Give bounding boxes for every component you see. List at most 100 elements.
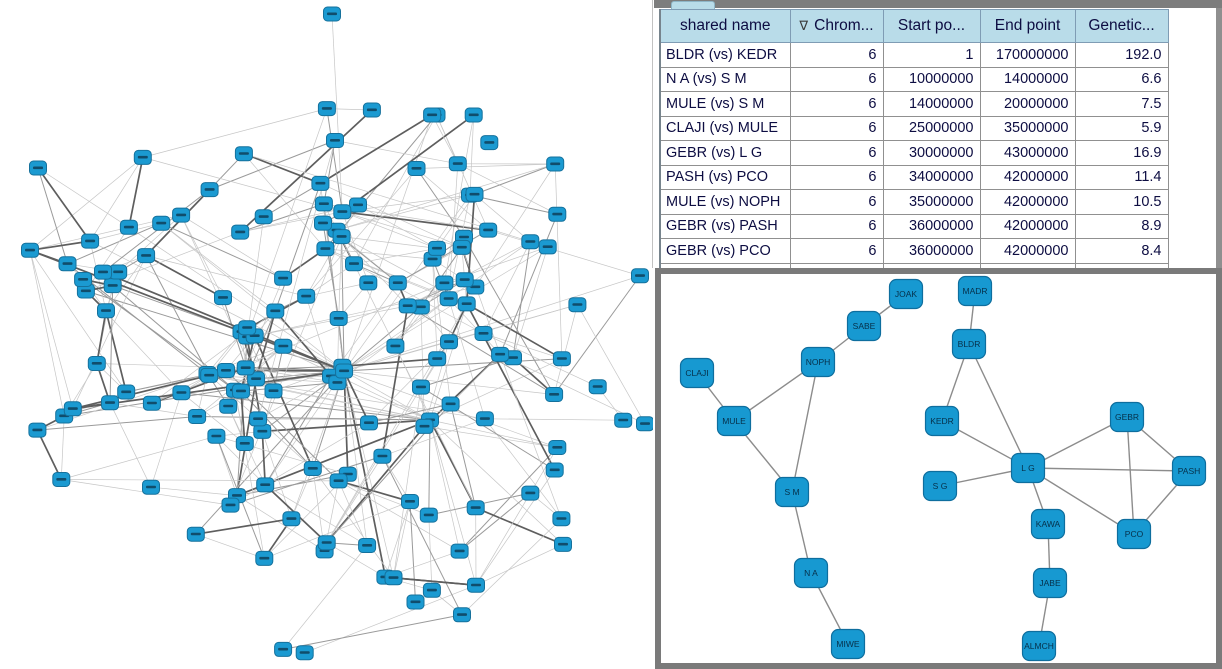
overview-edge[interactable] <box>353 248 438 265</box>
table-cell[interactable]: 6 <box>789 213 884 239</box>
overview-edge[interactable] <box>336 163 556 231</box>
overview-node[interactable] <box>81 233 100 249</box>
overview-node[interactable] <box>545 462 564 478</box>
overview-node[interactable] <box>335 363 354 379</box>
overview-edge[interactable] <box>264 501 411 559</box>
overview-edge[interactable] <box>409 501 416 603</box>
overview-edge[interactable] <box>499 354 562 519</box>
overview-edge[interactable] <box>483 241 531 334</box>
overview-node[interactable] <box>428 240 446 256</box>
table-cell[interactable]: 7.5 <box>1074 91 1169 117</box>
subnetwork-node-bldr[interactable]: BLDR <box>951 328 987 360</box>
table-cell[interactable]: 6 <box>789 238 884 264</box>
subnetwork-edge-gebr-pco[interactable] <box>1126 416 1135 535</box>
node-shape[interactable] <box>1021 630 1057 662</box>
table-row[interactable]: PASH (vs) PCO 6 34000000 42000000 11.4 <box>659 164 1169 190</box>
node-shape[interactable] <box>951 328 987 360</box>
overview-node[interactable] <box>117 384 136 400</box>
table-cell[interactable]: MULE (vs) S M <box>659 91 791 117</box>
overview-node[interactable] <box>475 411 494 427</box>
overview-node[interactable] <box>52 472 71 487</box>
overview-edge[interactable] <box>240 310 276 392</box>
table-cell[interactable]: MULE (vs) NOPH <box>659 189 791 215</box>
overview-node[interactable] <box>439 291 458 307</box>
overview-edge[interactable] <box>326 419 431 544</box>
overview-edge[interactable] <box>29 250 65 417</box>
overview-edge[interactable] <box>484 418 624 421</box>
node-shape[interactable] <box>793 557 829 589</box>
subnetwork-edge-l-g-pash[interactable] <box>1027 467 1190 472</box>
overview-node[interactable] <box>329 311 348 326</box>
overview-edge[interactable] <box>499 354 646 425</box>
overview-edge[interactable] <box>429 419 460 552</box>
overview-edge[interactable] <box>240 391 246 444</box>
overview-node[interactable] <box>231 224 250 240</box>
overview-edge[interactable] <box>450 403 477 508</box>
overview-edge[interactable] <box>265 484 368 546</box>
overview-node[interactable] <box>455 272 474 288</box>
overview-node[interactable] <box>323 6 341 22</box>
overview-node[interactable] <box>235 436 254 451</box>
overview-edge[interactable] <box>102 189 210 273</box>
overview-edge[interactable] <box>343 370 370 424</box>
overview-node[interactable] <box>254 209 273 225</box>
table-cell[interactable]: 6 <box>789 164 884 190</box>
overview-edge[interactable] <box>291 370 345 519</box>
overview-node[interactable] <box>87 356 106 371</box>
overview-edge[interactable] <box>142 108 327 158</box>
overview-node[interactable] <box>297 288 316 304</box>
overview-node[interactable] <box>423 107 442 123</box>
table-cell[interactable]: BLDR (vs) KEDR <box>659 42 791 68</box>
table-cell[interactable]: 14000000 <box>882 91 981 117</box>
overview-node[interactable] <box>554 536 572 552</box>
overview-edge[interactable] <box>29 240 91 252</box>
overview-node[interactable] <box>401 494 419 509</box>
table-cell[interactable]: 35000000 <box>882 189 981 215</box>
subnetwork-node-kedr[interactable]: KEDR <box>924 405 960 437</box>
overview-node[interactable] <box>234 146 253 162</box>
overview-edge[interactable] <box>85 290 345 372</box>
overview-node[interactable] <box>440 334 458 350</box>
overview-node[interactable] <box>109 264 128 280</box>
overview-edge[interactable] <box>261 431 267 485</box>
node-shape[interactable] <box>957 275 993 307</box>
overview-edge[interactable] <box>344 358 562 372</box>
overview-edge[interactable] <box>357 204 438 249</box>
overview-node[interactable] <box>448 156 467 172</box>
overview-node[interactable] <box>345 256 363 272</box>
overview-node[interactable] <box>282 511 301 527</box>
overview-edge[interactable] <box>61 479 339 482</box>
node-shape[interactable] <box>1032 567 1068 599</box>
overview-edge[interactable] <box>117 214 182 273</box>
overview-edge[interactable] <box>67 222 162 265</box>
overview-edge[interactable] <box>512 241 531 358</box>
overview-node[interactable] <box>256 477 275 493</box>
overview-edge[interactable] <box>343 241 531 372</box>
overview-node[interactable] <box>207 428 226 444</box>
overview-edge[interactable] <box>37 167 130 228</box>
overview-edge[interactable] <box>128 157 144 228</box>
overview-edge[interactable] <box>282 545 368 650</box>
overview-edge[interactable] <box>338 480 411 503</box>
overview-edge[interactable] <box>72 255 147 409</box>
overview-node[interactable] <box>253 423 272 439</box>
overview-node[interactable] <box>452 239 471 255</box>
overview-edge[interactable] <box>306 282 369 297</box>
overview-node[interactable] <box>58 256 77 272</box>
overview-edge[interactable] <box>461 247 501 355</box>
overview-node[interactable] <box>137 248 156 264</box>
overview-edge[interactable] <box>475 163 556 288</box>
overview-edge[interactable] <box>448 298 501 355</box>
node-shape[interactable] <box>888 278 924 310</box>
table-cell[interactable]: 6 <box>789 66 884 92</box>
overview-node[interactable] <box>295 645 314 661</box>
overview-node[interactable] <box>467 577 485 593</box>
overview-edge[interactable] <box>240 390 314 469</box>
overview-edge[interactable] <box>432 259 438 359</box>
subnetwork-node-miwe[interactable]: MIWE <box>830 628 866 660</box>
overview-node[interactable] <box>28 422 47 438</box>
table-cell[interactable]: 10.5 <box>1074 189 1169 215</box>
overview-edge[interactable] <box>128 227 345 372</box>
table-cell[interactable]: 36000000 <box>882 213 981 239</box>
overview-edge[interactable] <box>474 163 556 195</box>
